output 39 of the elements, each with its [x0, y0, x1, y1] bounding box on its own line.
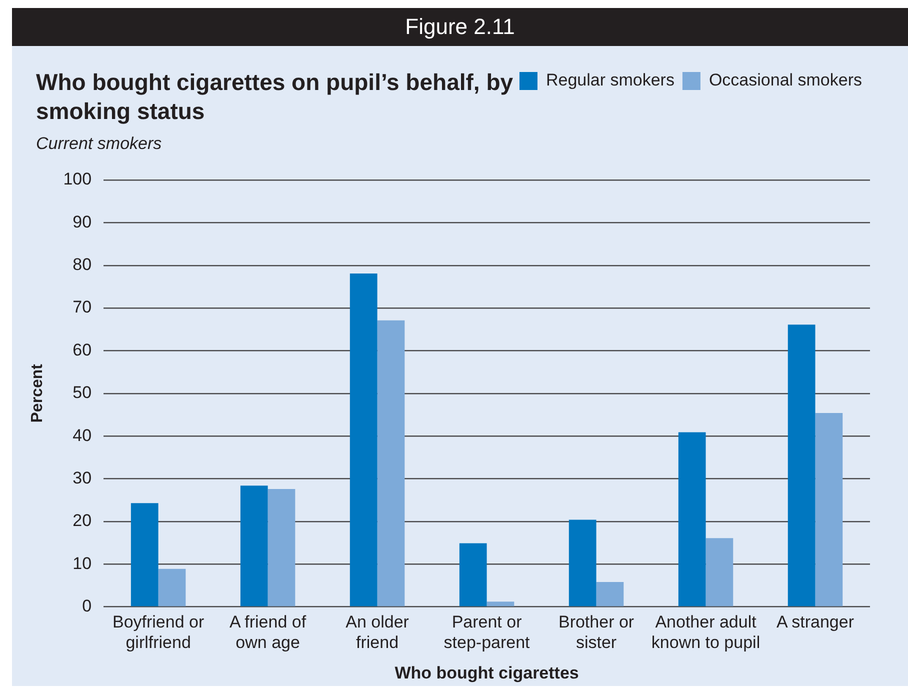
- y-tick-label: 30: [72, 468, 92, 488]
- bar: [815, 413, 843, 606]
- bar: [158, 568, 186, 606]
- y-tick-label: 100: [63, 170, 92, 189]
- y-tick-label: 0: [82, 596, 92, 616]
- chart-subtitle: Current smokers: [36, 134, 163, 154]
- bar: [350, 273, 378, 606]
- y-tick-label: 20: [72, 511, 92, 530]
- x-tick-label: Another adult known to pupil: [651, 612, 760, 652]
- bar: [268, 489, 296, 606]
- bar: [678, 432, 706, 606]
- y-tick-label: 80: [72, 255, 92, 274]
- bar: [459, 543, 487, 606]
- y-tick-label: 90: [72, 212, 92, 232]
- legend-label: Occasional smokers: [708, 70, 862, 90]
- bar: [486, 602, 514, 606]
- x-tick-label: Brother or sister: [558, 612, 634, 652]
- y-tick-label: 60: [72, 340, 92, 360]
- x-axis-title: Who bought cigarettes: [394, 663, 579, 682]
- bar: [568, 520, 596, 606]
- caption: Figure 2.11: [405, 14, 515, 39]
- bar: [240, 486, 268, 606]
- y-axis-title: Percent: [29, 363, 46, 423]
- bar: [788, 324, 816, 606]
- x-tick-label: A stranger: [776, 612, 854, 632]
- bar: [130, 503, 158, 606]
- x-tick-label: A friend of own age: [230, 612, 306, 652]
- legend-label: Regular smokers: [546, 70, 674, 90]
- chart-title: Who bought cigarettes on pupil’s behalf, by smoking status: [36, 69, 514, 124]
- bar: [596, 582, 624, 606]
- y-tick-label: 70: [72, 298, 92, 317]
- bar: [377, 320, 405, 606]
- y-tick-label: 40: [72, 426, 92, 445]
- x-tick-label: Parent or step-parent: [444, 612, 530, 652]
- bar: [706, 538, 734, 606]
- y-tick-label: 10: [72, 554, 92, 573]
- y-tick-label: 50: [72, 383, 92, 402]
- x-tick-label: An older friend: [346, 612, 410, 652]
- x-tick-label: Boyfriend or girlfriend: [112, 612, 204, 652]
